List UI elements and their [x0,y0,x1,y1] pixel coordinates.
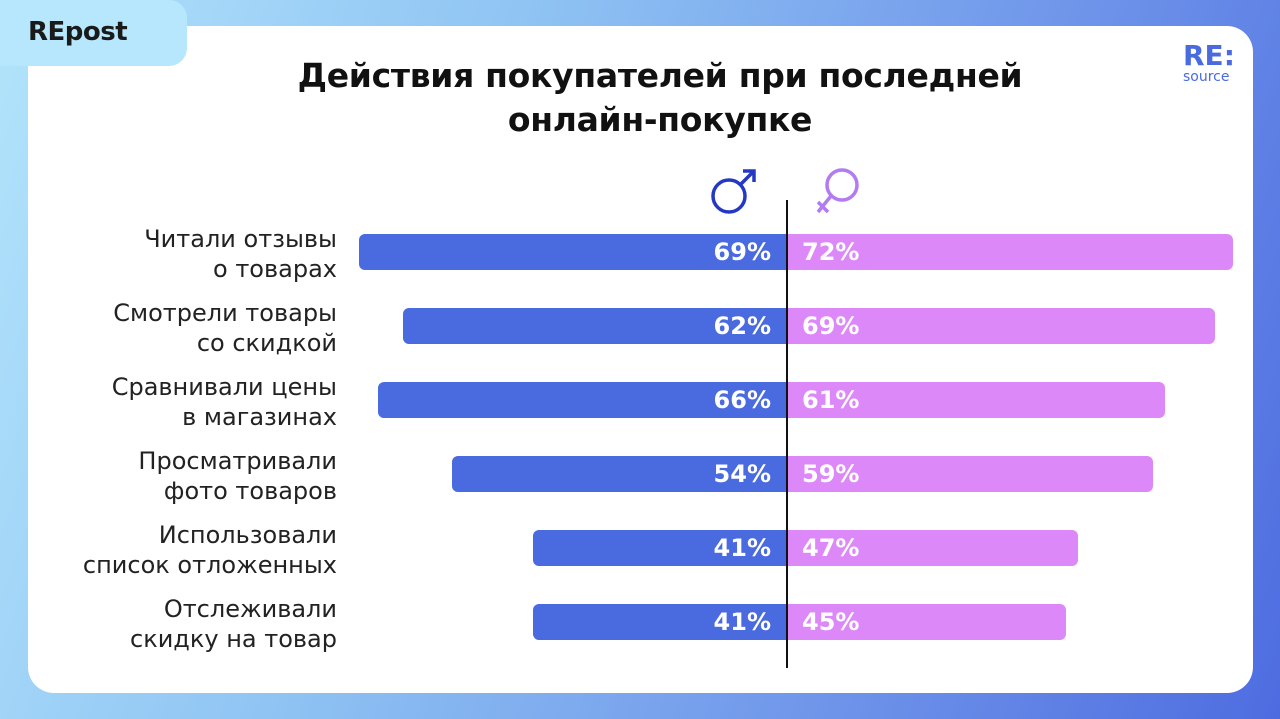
title-line-2: онлайн-покупке [507,100,813,139]
male-bar [532,530,787,566]
male-bar [359,234,787,270]
logo-bottom: source [1183,69,1230,85]
logo-top: RE: [1183,39,1235,72]
female-value-label: 47% [802,534,860,562]
category-label-line: Использовали [158,521,337,549]
category-label: Читали отзывы о товарах [17,224,337,284]
category-label-line: скидку на товар [130,625,337,653]
title-line-1: Действия покупателей при последней [297,56,1023,95]
female-bar [787,382,1166,418]
category-label-line: о товарах [213,255,337,283]
male-value-label: 54% [713,460,771,488]
chart-card [28,26,1253,693]
category-label-line: Отслеживали [163,595,337,623]
male-bar [377,382,787,418]
male-value-label: 41% [713,534,771,562]
male-bar [402,308,787,344]
female-value-label: 69% [802,312,860,340]
male-value-label: 62% [713,312,771,340]
category-label-line: Смотрели товары [113,299,337,327]
category-label-line: Просматривали [138,447,337,475]
resource-logo: RE: source [1183,39,1235,85]
female-bar [787,308,1215,344]
category-label: Использовали список отложенных [17,520,337,580]
brand-name: REpost [28,17,128,47]
female-value-label: 59% [802,460,860,488]
female-value-label: 61% [802,386,860,414]
category-label: Просматривали фото товаров [17,446,337,506]
female-bar [787,234,1234,270]
category-label-line: Читали отзывы [144,225,337,253]
center-axis-line [786,200,788,668]
female-value-label: 45% [802,608,860,636]
category-label-line: со скидкой [196,329,337,357]
female-bar [787,604,1066,640]
male-value-label: 66% [713,386,771,414]
female-value-label: 72% [802,238,860,266]
category-label-line: Сравнивали цены [111,373,337,401]
category-label: Сравнивали цены в магазинах [17,372,337,432]
category-label-line: список отложенных [82,551,337,579]
male-value-label: 69% [713,238,771,266]
male-bar [452,456,787,492]
male-bar [532,604,787,640]
category-label-line: в магазинах [182,403,337,431]
male-value-label: 41% [713,608,771,636]
category-label: Отслеживали скидку на товар [17,594,337,654]
brand-tab: REpost [0,0,187,66]
chart-title: Действия покупателей при последней онлай… [230,54,1090,142]
female-bar [787,456,1153,492]
female-symbol-icon [816,168,859,214]
category-label-line: фото товаров [163,477,337,505]
category-label: Смотрели товары со скидкой [17,298,337,358]
female-bar [787,530,1079,566]
male-symbol-icon [711,169,756,214]
